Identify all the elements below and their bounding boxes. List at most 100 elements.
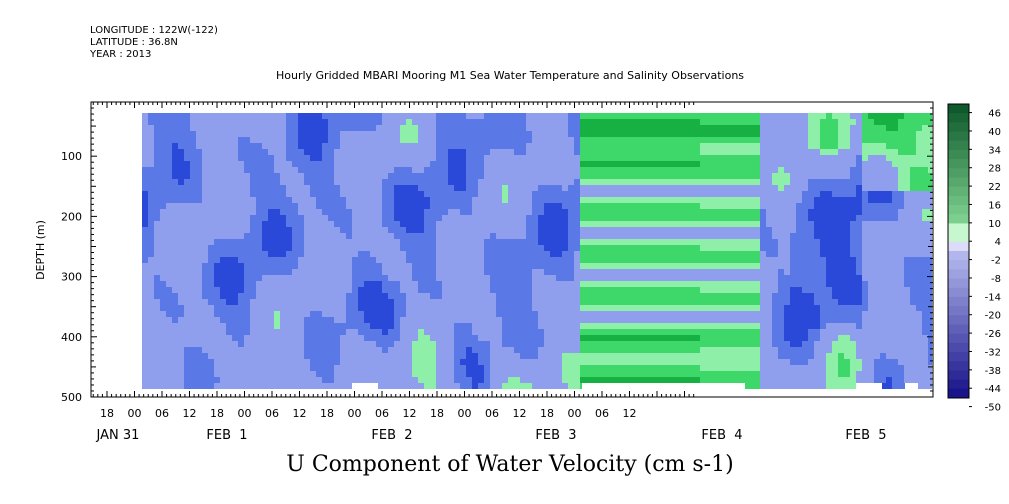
field-cell	[724, 233, 730, 239]
field-cell	[358, 245, 364, 251]
field-cell	[376, 335, 382, 341]
field-cell	[568, 173, 574, 179]
field-cell	[148, 299, 154, 305]
field-cell	[700, 191, 706, 197]
field-cell	[418, 329, 424, 335]
field-cell	[292, 311, 298, 317]
field-cell	[328, 125, 334, 131]
field-cell	[292, 149, 298, 155]
field-cell	[262, 347, 268, 353]
field-cell	[352, 245, 358, 251]
field-cell	[316, 227, 322, 233]
field-cell	[232, 149, 238, 155]
field-cell	[220, 275, 226, 281]
field-cell	[298, 335, 304, 341]
field-cell	[286, 209, 292, 215]
field-cell	[760, 263, 766, 269]
field-cell	[478, 215, 484, 221]
field-cell	[478, 119, 484, 125]
field-cell	[190, 269, 196, 275]
field-cell	[634, 281, 640, 287]
field-cell	[514, 155, 520, 161]
field-cell	[610, 221, 616, 227]
field-cell	[532, 371, 538, 377]
field-cell	[442, 233, 448, 239]
field-cell	[454, 317, 460, 323]
field-cell	[376, 281, 382, 287]
field-cell	[334, 281, 340, 287]
field-cell	[346, 269, 352, 275]
field-cell	[322, 341, 328, 347]
field-cell	[652, 293, 658, 299]
field-cell	[214, 371, 220, 377]
field-cell	[610, 359, 616, 365]
field-cell	[298, 383, 304, 389]
field-cell	[640, 179, 646, 185]
field-cell	[400, 215, 406, 221]
field-cell	[274, 371, 280, 377]
field-cell	[520, 125, 526, 131]
field-cell	[736, 119, 742, 125]
field-cell	[400, 209, 406, 215]
field-cell	[172, 347, 178, 353]
field-cell	[310, 131, 316, 137]
field-cell	[148, 161, 154, 167]
field-cell	[658, 305, 664, 311]
field-cell	[304, 371, 310, 377]
field-cell	[250, 329, 256, 335]
field-cell	[298, 197, 304, 203]
field-cell	[250, 179, 256, 185]
field-cell	[166, 353, 172, 359]
field-cell	[412, 197, 418, 203]
field-cell	[214, 191, 220, 197]
field-cell	[412, 161, 418, 167]
field-cell	[250, 155, 256, 161]
field-cell	[700, 341, 706, 347]
field-cell	[424, 371, 430, 377]
field-cell	[448, 215, 454, 221]
field-cell	[160, 365, 166, 371]
field-cell	[622, 317, 628, 323]
field-cell	[178, 119, 184, 125]
field-cell	[586, 137, 592, 143]
field-cell	[448, 305, 454, 311]
field-cell	[208, 347, 214, 353]
field-cell	[148, 293, 154, 299]
field-cell	[778, 251, 784, 257]
field-cell	[736, 155, 742, 161]
field-cell	[424, 143, 430, 149]
field-cell	[724, 323, 730, 329]
field-cell	[346, 293, 352, 299]
field-cell	[304, 215, 310, 221]
field-cell	[340, 323, 346, 329]
field-cell	[742, 359, 748, 365]
field-cell	[208, 227, 214, 233]
field-cell	[610, 149, 616, 155]
field-cell	[430, 215, 436, 221]
field-cell	[466, 233, 472, 239]
field-cell	[298, 377, 304, 383]
field-cell	[532, 149, 538, 155]
field-cell	[310, 125, 316, 131]
field-cell	[214, 299, 220, 305]
field-cell	[562, 365, 568, 371]
field-cell	[592, 143, 598, 149]
field-cell	[700, 221, 706, 227]
field-cell	[352, 329, 358, 335]
field-cell	[418, 227, 424, 233]
field-cell	[310, 299, 316, 305]
field-cell	[400, 137, 406, 143]
field-cell	[694, 197, 700, 203]
field-cell	[454, 221, 460, 227]
field-cell	[346, 173, 352, 179]
field-cell	[370, 113, 376, 119]
field-cell	[430, 377, 436, 383]
field-cell	[526, 185, 532, 191]
field-cell	[148, 365, 154, 371]
field-cell	[208, 191, 214, 197]
field-cell	[346, 281, 352, 287]
field-cell	[328, 209, 334, 215]
field-cell	[160, 281, 166, 287]
field-cell	[160, 203, 166, 209]
field-cell	[412, 281, 418, 287]
